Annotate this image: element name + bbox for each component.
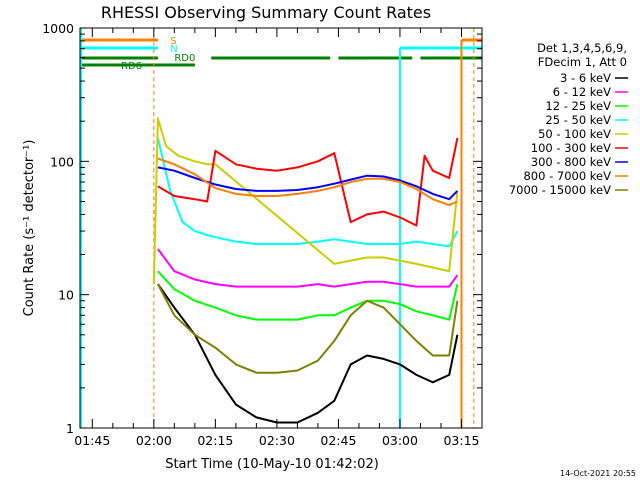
series-lines: [152, 117, 459, 424]
legend-label-12-25-kev: 12 - 25 keV: [545, 99, 611, 113]
legend-header-line-1: Det 1,3,4,5,6,9,: [537, 41, 627, 55]
legend-label-50-100-kev: 50 - 100 keV: [538, 127, 611, 141]
chart-title: RHESSI Observing Summary Count Rates: [101, 3, 431, 22]
x-tick-label-0245: 02:45: [320, 433, 356, 448]
legend-label-25-50-kev: 25 - 50 keV: [545, 113, 611, 127]
series-line-300-800-kev: [157, 166, 459, 201]
series-line-100-300-kev: [157, 137, 459, 227]
annotation-n: N: [170, 44, 177, 55]
x-tick-label-0145: 01:45: [74, 433, 110, 448]
legend-label-300-800-kev: 300 - 800 keV: [531, 155, 611, 169]
y-tick-label-1000: 1000: [42, 21, 74, 36]
x-tick-label-0215: 02:15: [197, 433, 233, 448]
y-axis: 1 10 100 1000: [42, 21, 482, 436]
footer-timestamp: 14-Oct-2021 20:55: [560, 469, 636, 478]
y-axis-label: Count Rate (s⁻¹ detector⁻¹): [22, 140, 37, 317]
x-tick-label-0315: 03:15: [443, 433, 479, 448]
series-line-50-100-kev: [152, 117, 459, 285]
legend: Det 1,3,4,5,6,9, FDecim 1, Att 0 3 - 6 k…: [509, 41, 628, 197]
annotation-rd0: RD0: [174, 53, 195, 64]
legend-header-line-2: FDecim 1, Att 0: [538, 55, 627, 69]
x-tick-label-0230: 02:30: [259, 433, 295, 448]
legend-label-6-12-kev: 6 - 12 keV: [553, 85, 611, 99]
y-tick-label-100: 100: [50, 154, 74, 169]
y-tick-label-10: 10: [58, 288, 74, 303]
series-line-6-12-kev: [157, 248, 459, 288]
y-tick-label-1: 1: [66, 421, 74, 436]
series-line-7000-15000-kev: [157, 283, 459, 374]
plot-frame: [79, 27, 483, 429]
annotation-rd6: RD6: [121, 61, 142, 72]
series-line-3-6-kev: [157, 283, 459, 424]
x-tick-label-0300: 03:00: [382, 433, 418, 448]
x-axis-label: Start Time (10-May-10 01:42:02): [165, 457, 379, 472]
legend-label-100-300-kev: 100 - 300 keV: [531, 141, 611, 155]
annotation-s: S: [170, 36, 176, 47]
series-line-12-25-kev: [157, 270, 459, 321]
x-tick-label-0200: 02:00: [136, 433, 172, 448]
series-line-800-7000-kev: [157, 157, 458, 207]
legend-label-7000-15000-kev: 7000 - 15000 keV: [509, 183, 611, 197]
legend-label-3-6-kev: 3 - 6 keV: [560, 71, 611, 85]
x-axis: 01:45 02:00 02:15 02:30 02:45 03:00 03:15: [74, 28, 483, 448]
legend-label-800-7000-kev: 800 - 7000 keV: [523, 169, 611, 183]
